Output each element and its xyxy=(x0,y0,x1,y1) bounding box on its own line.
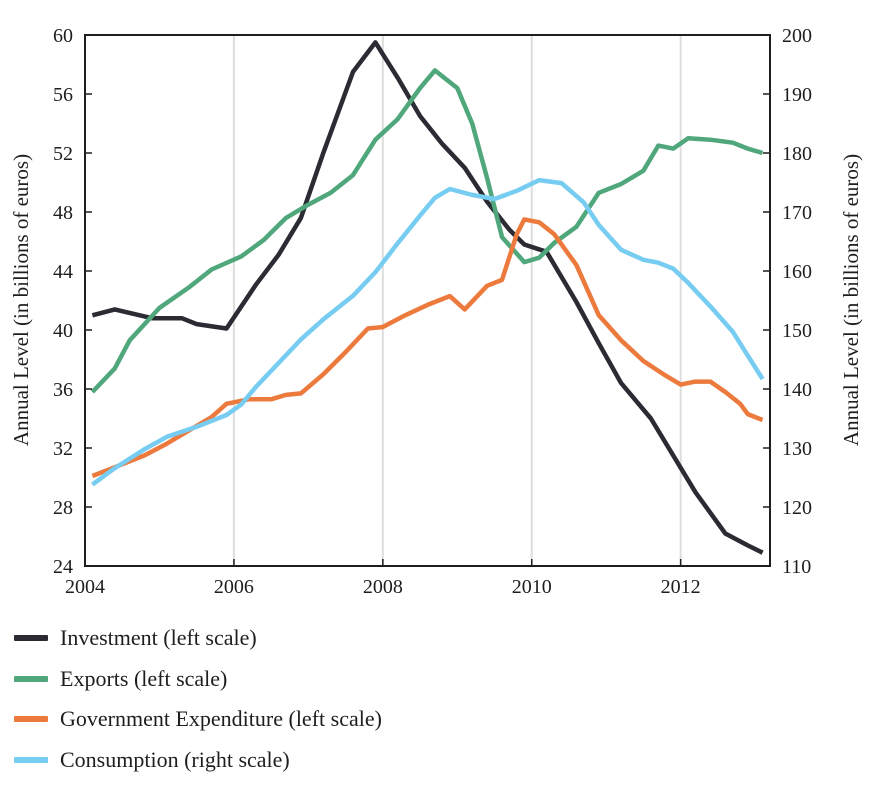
legend-label-exports: Exports (left scale) xyxy=(60,665,228,691)
legend-label-government-expenditure: Government Expenditure (left scale) xyxy=(60,706,382,732)
chart: 2004 2006 2008 2010 2012 24 28 32 36 40 44 48 52 56 60… xyxy=(9,25,863,598)
right-tick-label: 170 xyxy=(782,202,812,224)
right-tick-label: 120 xyxy=(782,497,812,519)
x-tick-label: 2008 xyxy=(363,576,403,598)
legend-swatch-exports xyxy=(14,675,48,682)
left-tick-label: 48 xyxy=(53,202,73,224)
plot-frame xyxy=(84,34,771,567)
legend-item-government-expenditure: Government Expenditure (left scale) xyxy=(14,699,382,740)
right-axis-title: Annual Level (in billions of euros) xyxy=(839,154,863,446)
right-tick-label: 150 xyxy=(782,320,812,342)
legend-item-consumption: Consumption (right scale) xyxy=(14,740,382,781)
right-tick-label: 200 xyxy=(782,25,812,47)
axis-ticks: 2004 2006 2008 2010 2012 24 28 32 36 40 44 48 52 56 60… xyxy=(53,25,812,598)
legend: Investment (left scale) Exports (left sc… xyxy=(14,618,382,780)
legend-item-investment: Investment (left scale) xyxy=(14,618,382,659)
right-tick-label: 130 xyxy=(782,438,812,460)
legend-swatch-government-expenditure xyxy=(14,716,48,723)
left-tick-label: 56 xyxy=(53,84,73,106)
left-tick-label: 44 xyxy=(53,261,73,283)
legend-label-consumption: Consumption (right scale) xyxy=(60,746,290,772)
series-line-investment xyxy=(91,40,764,555)
right-tick-label: 180 xyxy=(782,143,812,165)
series-line-consumption xyxy=(91,177,765,487)
x-tick-label: 2004 xyxy=(65,576,105,598)
left-tick-label: 52 xyxy=(53,143,73,165)
x-tick-label: 2010 xyxy=(512,576,552,598)
legend-swatch-investment xyxy=(14,635,48,642)
left-tick-label: 60 xyxy=(53,25,73,47)
right-tick-label: 190 xyxy=(782,84,812,106)
left-tick-label: 32 xyxy=(53,438,73,460)
left-tick-label: 40 xyxy=(53,320,73,342)
left-tick-label: 28 xyxy=(53,497,73,519)
left-axis-title: Annual Level (in billions of euros) xyxy=(9,154,33,446)
legend-swatch-consumption xyxy=(14,756,48,763)
grid-lines xyxy=(232,35,682,566)
series-line-government-expenditure xyxy=(91,217,764,479)
legend-label-investment: Investment (left scale) xyxy=(60,625,257,651)
right-tick-label: 160 xyxy=(782,261,812,283)
left-tick-label: 36 xyxy=(53,379,73,401)
right-tick-label: 140 xyxy=(782,379,812,401)
x-tick-label: 2012 xyxy=(661,576,701,598)
left-tick-label: 24 xyxy=(53,556,73,578)
legend-item-exports: Exports (left scale) xyxy=(14,659,382,700)
series-layer xyxy=(90,40,765,555)
series-line-exports xyxy=(90,68,764,394)
right-tick-label: 110 xyxy=(782,556,811,578)
x-tick-label: 2006 xyxy=(214,576,254,598)
